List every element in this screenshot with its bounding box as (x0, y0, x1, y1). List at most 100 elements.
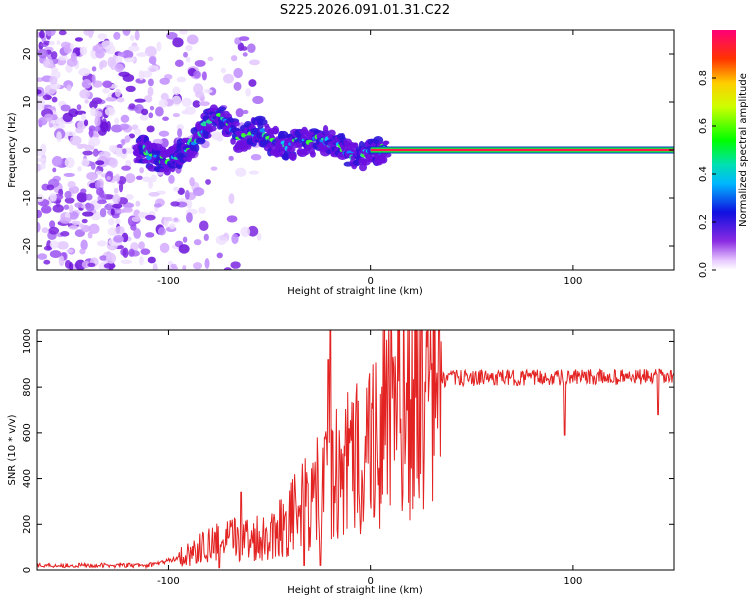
spectrogram-noise-blob (204, 258, 210, 269)
spectrogram-noise-blob (135, 78, 146, 84)
spectrogram-noise-blob (172, 86, 181, 96)
spectrogram-noise-blob (142, 176, 151, 183)
spectrogram-noise-blob (147, 256, 156, 264)
spectrogram-noise-blob (230, 55, 238, 62)
spectrogram-noise-blob (120, 114, 130, 123)
spectrogram-noise-blob (42, 58, 54, 68)
spectrogram-noise-blob (166, 31, 178, 40)
spectrogram-signal-blob (327, 129, 336, 137)
spectrogram-noise-blob (220, 67, 227, 74)
spectrogram-noise-blob (68, 204, 74, 214)
spectrogram-noise-blob (158, 98, 168, 108)
spectrogram-noise-blob (104, 107, 116, 116)
spectrogram-signal-blob (205, 125, 217, 132)
spectrogram-noise-blob (198, 206, 206, 214)
spectrogram-noise-blob (207, 56, 214, 62)
snr-y-tick-label: 600 (22, 423, 33, 442)
spectrogram-noise-blob (159, 242, 170, 253)
spectrogram-signal-blob (289, 152, 297, 161)
spectrogram-signal-blob (159, 168, 165, 173)
spectrogram-noise-blob (223, 267, 232, 270)
spectrogram-noise-blob (112, 194, 121, 204)
spectrogram-noise-blob (152, 263, 158, 270)
spectrogram-noise-blob (109, 157, 118, 168)
spectrogram-noise-blob (250, 153, 262, 161)
spectrogram-signal-blob (188, 153, 196, 159)
spectrogram-noise-blob (176, 76, 187, 83)
spectrogram-noise-blob (91, 74, 96, 84)
spectrogram-noise-blob (96, 240, 107, 247)
spectrogram-noise-blob (60, 231, 70, 237)
spectrogram-noise-blob (76, 104, 82, 111)
spectrogram-noise-blob (228, 193, 235, 204)
spectrogram-noise-blob (113, 235, 124, 243)
snr-y-tick-label: 400 (22, 469, 33, 488)
spectrogram-noise-blob (233, 67, 243, 79)
spectrogram-noise-blob (248, 79, 257, 87)
spectrogram-noise-blob (83, 30, 95, 36)
spectrogram-noise-blob (198, 101, 210, 107)
spectrogram-noise-blob (74, 37, 83, 42)
spectrogram-noise-blob (87, 231, 93, 239)
spectrogram-noise-blob (134, 128, 142, 136)
snr-y-ticks: 0 200 400 600 800 1000 (22, 329, 674, 573)
spectrogram-noise-blob (120, 259, 133, 265)
spectrogram-noise-blob (119, 123, 130, 130)
spectrogram-noise-blob (64, 190, 72, 199)
spectrogram-y-tick-label: 20 (22, 48, 33, 61)
spectrogram-noise-blob (100, 121, 109, 133)
snr-x-ticks: -100 0 100 (157, 330, 582, 587)
spectrogram-y-tick-label: 0 (22, 147, 33, 153)
spectrogram-noise-blob (242, 52, 248, 57)
spectrogram-signal-blob (197, 137, 205, 143)
spectrogram-noise-blob (181, 110, 190, 115)
spectrogram-signal-blob (259, 119, 268, 126)
spectrogram-noise-blob (71, 220, 81, 226)
spectrogram-noise-blob (37, 48, 48, 59)
spectrogram-signal-blob (194, 143, 200, 153)
spectrogram-noise-blob (193, 83, 204, 95)
spectrogram-noise-blob (51, 96, 58, 103)
spectrogram-noise-blob (40, 205, 52, 214)
spectrogram-noise-blob (116, 97, 125, 103)
spectrogram-noise-blob (123, 57, 136, 63)
spectrogram-noise-blob (240, 226, 251, 238)
spectrogram-noise-blob (235, 108, 244, 118)
spectrogram-noise-blob (37, 209, 42, 219)
spectrogram-noise-blob (186, 212, 193, 223)
spectrogram-noise-blob (48, 226, 60, 235)
spectrogram-noise-blob (49, 220, 56, 229)
spectrogram-noise-blob (147, 86, 154, 97)
spectrogram-signal-blob (378, 156, 388, 164)
strong-line-core (370, 148, 674, 152)
spectrogram-noise-blob (43, 113, 54, 122)
spectrogram-noise-blob (94, 125, 101, 132)
spectrogram-noise-blob (59, 217, 72, 224)
spectrogram-noise-blob (181, 97, 192, 107)
spectrogram-noise-blob (95, 160, 105, 166)
spectrogram-noise-blob (160, 92, 169, 101)
spectrogram-noise-blob (114, 63, 124, 73)
spectrogram-noise-blob (122, 148, 127, 155)
snr-panel: -100 0 100 0 200 400 600 800 1000 Height of str… (7, 329, 675, 596)
spectrogram-noise-blob (87, 262, 96, 268)
spectrogram-noise-blob (228, 155, 234, 161)
spectrogram-noise-blob (58, 30, 67, 36)
spectrogram-noise-blob (102, 87, 110, 94)
spectrogram-noise-blob (193, 70, 201, 79)
spectrogram-signal-blob (296, 148, 305, 156)
spectrogram-signal-blob (232, 121, 240, 127)
spectrogram-signal-blob (382, 140, 389, 146)
spectrogram-noise-blob (78, 68, 91, 77)
spectrogram-signal-blob (218, 106, 227, 112)
snr-y-tick-label: 200 (22, 515, 33, 534)
spectrogram-noise-blob (211, 131, 223, 141)
spectrogram-noise-blob (108, 144, 117, 153)
spectrogram-noise-blob (113, 187, 119, 194)
spectrogram-noise-blob (144, 46, 157, 57)
spectrogram-noise-blob (49, 192, 57, 202)
spectrogram-noise-blob (240, 46, 248, 51)
spectrogram-noise-blob (162, 116, 169, 121)
spectrogram-noise-blob (115, 147, 123, 158)
spectrogram-noise-blob (186, 34, 199, 45)
